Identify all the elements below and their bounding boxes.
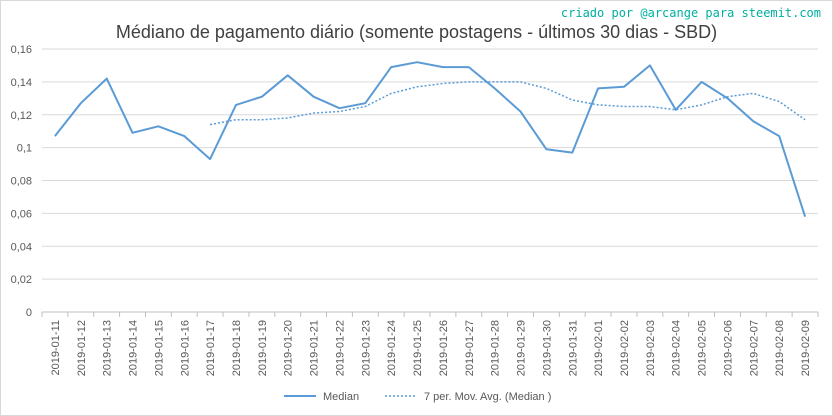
x-tick-label: 2019-02-07: [748, 320, 760, 376]
x-tick-label: 2019-02-08: [774, 320, 786, 376]
median-line: [54, 61, 807, 218]
x-tick-label: 2019-01-29: [516, 320, 528, 376]
x-tick-label: 2019-02-04: [671, 320, 683, 376]
x-tick-label: 2019-01-24: [386, 320, 398, 376]
legend: Median 7 per. Mov. Avg. (Median ): [284, 391, 551, 403]
x-tick-label: 2019-01-25: [412, 320, 424, 376]
y-tick-label: 0,1: [17, 143, 32, 155]
x-tick-label: 2019-02-05: [697, 320, 709, 376]
x-tick-label: 2019-01-13: [102, 320, 114, 376]
x-tick-label: 2019-01-16: [179, 320, 191, 376]
x-tick-label: 2019-01-14: [128, 320, 140, 376]
y-axis-ticks: 0 0,02 0,04 0,06 0,08 0,1 0,12 0,14 0,16: [11, 44, 32, 319]
x-tick-label: 2019-01-11: [50, 320, 62, 375]
gridlines: [42, 48, 818, 313]
x-tick-label: 2019-02-02: [619, 320, 631, 376]
credit-text: criado por @arcange para steemit.com: [560, 6, 821, 20]
y-tick-label: 0,02: [11, 274, 32, 286]
x-tick-label: 2019-02-06: [722, 320, 734, 376]
y-tick-label: 0: [26, 307, 32, 319]
x-tick-label: 2019-01-22: [334, 320, 346, 376]
x-axis-ticks: 2019-01-11 2019-01-12 2019-01-13 2019-01-14…: [41, 312, 819, 376]
x-tick-label: 2019-01-23: [360, 320, 372, 376]
x-tick-label: 2019-01-15: [153, 320, 165, 376]
x-tick-label: 2019-01-28: [490, 320, 502, 376]
x-tick-label: 2019-02-09: [800, 320, 812, 376]
moving-average-line: [209, 81, 806, 126]
y-tick-label: 0,04: [11, 241, 32, 253]
x-tick-label: 2019-01-19: [257, 320, 269, 376]
chart-title: Médiano de pagamento diário (somente pos…: [115, 22, 718, 42]
x-tick-label: 2019-01-31: [567, 320, 579, 376]
series-lines: [54, 61, 807, 218]
x-tick-label: 2019-01-17: [205, 320, 217, 376]
y-tick-label: 0,14: [11, 77, 32, 89]
x-tick-label: 2019-02-03: [645, 320, 657, 376]
x-tick-label: 2019-01-30: [541, 320, 553, 376]
x-tick-label: 2019-01-12: [76, 320, 88, 376]
legend-label: 7 per. Mov. Avg. (Median ): [424, 391, 551, 403]
x-tick-label: 2019-01-21: [309, 320, 321, 376]
legend-label: Median: [323, 391, 359, 403]
x-tick-label: 2019-01-26: [438, 320, 450, 376]
x-tick-label: 2019-01-18: [231, 320, 243, 376]
y-tick-label: 0,06: [11, 208, 32, 220]
y-tick-label: 0,12: [11, 110, 32, 122]
y-tick-label: 0,16: [11, 44, 32, 56]
x-tick-label: 2019-01-27: [464, 320, 476, 376]
x-tick-label: 2019-02-01: [593, 320, 605, 376]
y-tick-label: 0,08: [11, 176, 32, 188]
x-tick-label: 2019-01-20: [283, 320, 295, 376]
